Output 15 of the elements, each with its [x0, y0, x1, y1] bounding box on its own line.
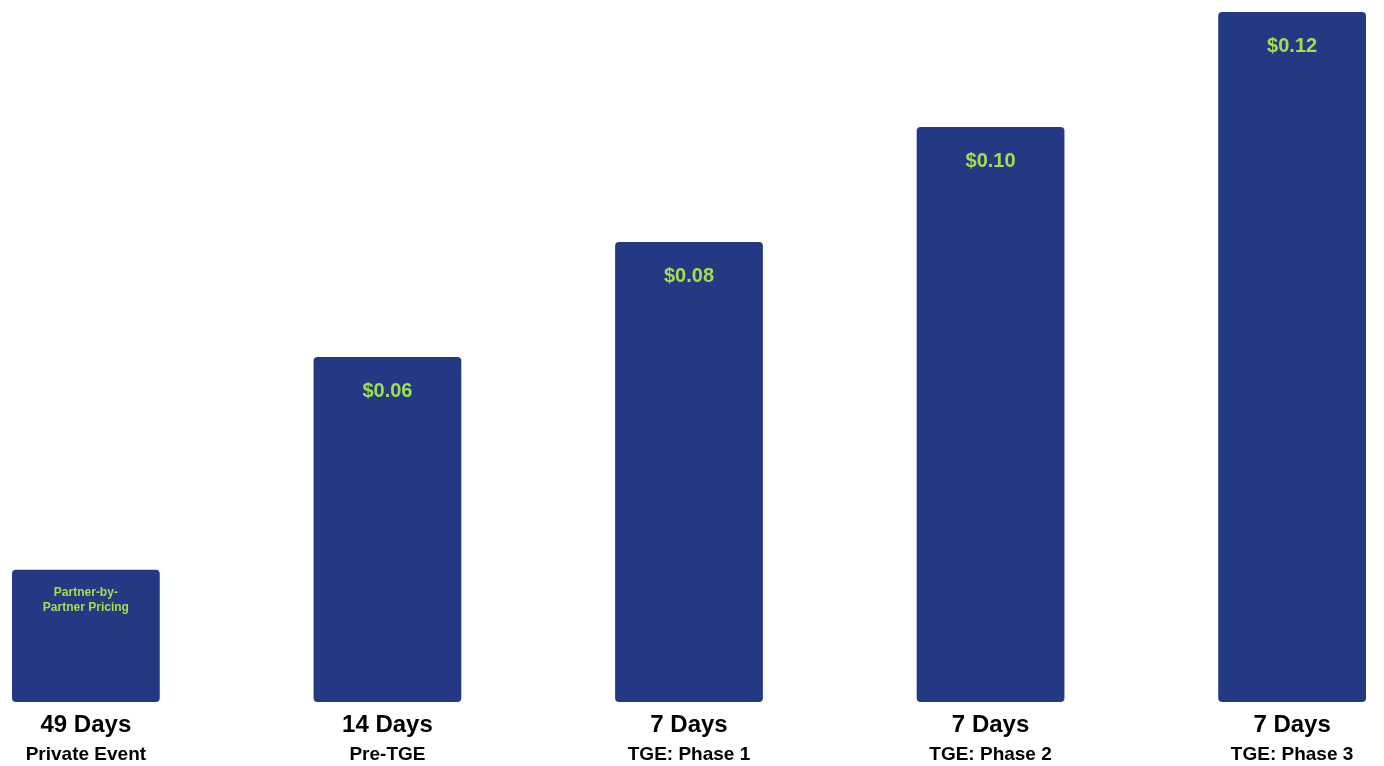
- data-label: $0.08: [663, 264, 715, 286]
- bar: [1218, 12, 1366, 702]
- bar: [313, 357, 462, 702]
- x-tick-label: 7 Days TGE: Phase 2: [929, 710, 1052, 764]
- bar: [615, 242, 763, 702]
- bar: [12, 569, 160, 702]
- data-label: $0.12: [1267, 34, 1318, 56]
- x-tick-label: 14 Days Pre-TGE: [342, 710, 433, 764]
- data-label: Partner-by-Partner Pricing: [42, 584, 129, 614]
- bar: [916, 127, 1065, 702]
- data-label: $0.10: [965, 149, 1016, 171]
- data-label: $0.06: [362, 379, 413, 401]
- x-tick-label: 7 Days TGE: Phase 3: [1230, 710, 1354, 764]
- x-tick-label: 7 Days TGE: Phase 1: [627, 710, 751, 764]
- x-tick-label: 49 Days Private Event: [25, 710, 147, 764]
